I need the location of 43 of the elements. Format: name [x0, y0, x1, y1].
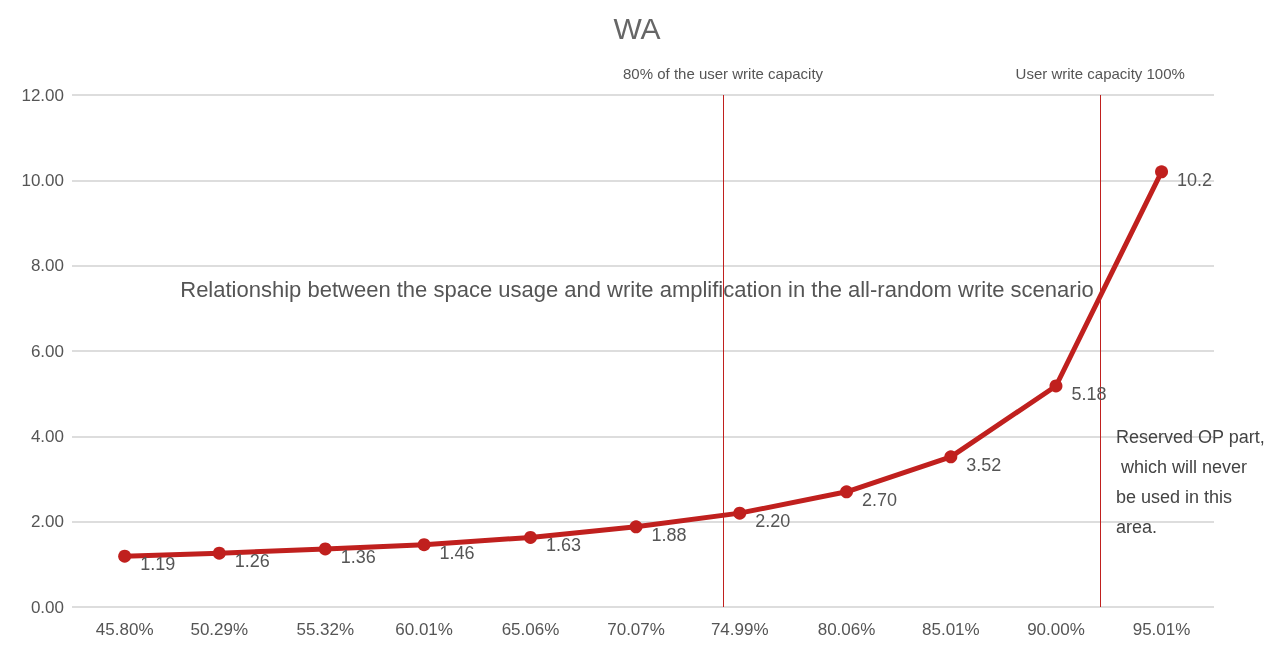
y-tick-label: 4.00 [30, 426, 64, 446]
point [840, 485, 854, 499]
x-tick-label: 50.29% [190, 620, 249, 639]
x-tick-label: 90.00% [1027, 620, 1085, 639]
x-tick-label: 55.32% [296, 620, 355, 639]
y-tick-label: 2.00 [30, 512, 64, 532]
x-tick-label: 45.80% [95, 620, 154, 639]
data-label: 2.20 [755, 511, 791, 532]
point [417, 538, 431, 552]
data-label: 1.36 [340, 546, 376, 567]
y-tick-label: 12.00 [21, 85, 64, 105]
data-label: 1.19 [140, 554, 176, 575]
point [629, 520, 643, 534]
data-label: 1.88 [651, 524, 687, 545]
annotation: Reserved OP part, which will never be used in this area. [1116, 427, 1265, 537]
point [118, 549, 132, 563]
point [1049, 379, 1063, 393]
chart-title: WA [613, 11, 661, 45]
data-label: 1.26 [234, 551, 270, 572]
x-tick-label: 70.07% [607, 620, 665, 639]
y-tick-label: 0.00 [30, 597, 64, 617]
data-label: 2.70 [862, 489, 898, 510]
x-tick-label: 74.99% [710, 620, 769, 639]
data-label: 1.63 [545, 535, 582, 556]
ref-line-label: 80% of the user write capacity [623, 65, 824, 82]
point [318, 542, 332, 556]
data-label: 3.52 [966, 454, 1002, 475]
point [1155, 165, 1169, 179]
x-tick-label: 60.01% [395, 620, 453, 639]
point [212, 546, 226, 560]
x-tick-label: 80.06% [817, 620, 876, 639]
x-tick-label: 85.01% [922, 620, 980, 639]
x-tick-label: 95.01% [1132, 620, 1191, 639]
data-label: 1.46 [439, 542, 475, 563]
point [733, 506, 747, 520]
point [524, 530, 537, 544]
y-tick-label: 8.00 [30, 256, 64, 276]
data-label: 10.2 [1177, 169, 1213, 190]
y-tick-label: 10.00 [21, 170, 64, 190]
ref-line-label: User write capacity 100% [1015, 65, 1185, 82]
x-tick-label: 65.06% [501, 620, 560, 639]
y-tick-label: 6.00 [30, 341, 64, 361]
point [944, 450, 958, 464]
